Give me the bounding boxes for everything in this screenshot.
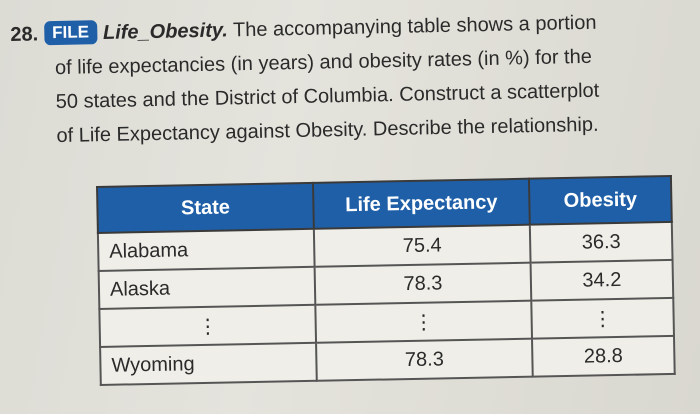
data-table: State Life Expectancy Obesity Alabama 75…: [96, 174, 676, 386]
problem-text-line: The accompanying table shows a portion: [232, 11, 597, 42]
cell-life-expectancy: 78.3: [314, 262, 532, 305]
problem-number: 28.: [10, 23, 39, 46]
cell-life-expectancy: 78.3: [316, 338, 533, 381]
file-name: Life_Obesity.: [102, 19, 229, 45]
header-state: State: [97, 182, 314, 233]
cell-obesity: 28.8: [532, 335, 675, 377]
cell-ellipsis: ⋮: [531, 297, 674, 339]
data-table-container: State Life Expectancy Obesity Alabama 75…: [96, 174, 676, 386]
cell-life-expectancy: 75.4: [313, 224, 531, 267]
header-life-expectancy: Life Expectancy: [312, 178, 530, 229]
cell-obesity: 34.2: [530, 259, 674, 301]
cell-state: Alaska: [98, 266, 316, 309]
cell-obesity: 36.3: [529, 221, 673, 263]
problem-text: 28. FILE Life_Obesity. The accompanying ta…: [10, 4, 693, 154]
header-obesity: Obesity: [528, 175, 672, 225]
cell-ellipsis: ⋮: [315, 300, 533, 343]
cell-state: Alabama: [97, 228, 315, 271]
cell-state: Wyoming: [100, 342, 317, 385]
cell-ellipsis: ⋮: [99, 304, 317, 347]
file-badge: FILE: [43, 20, 98, 46]
